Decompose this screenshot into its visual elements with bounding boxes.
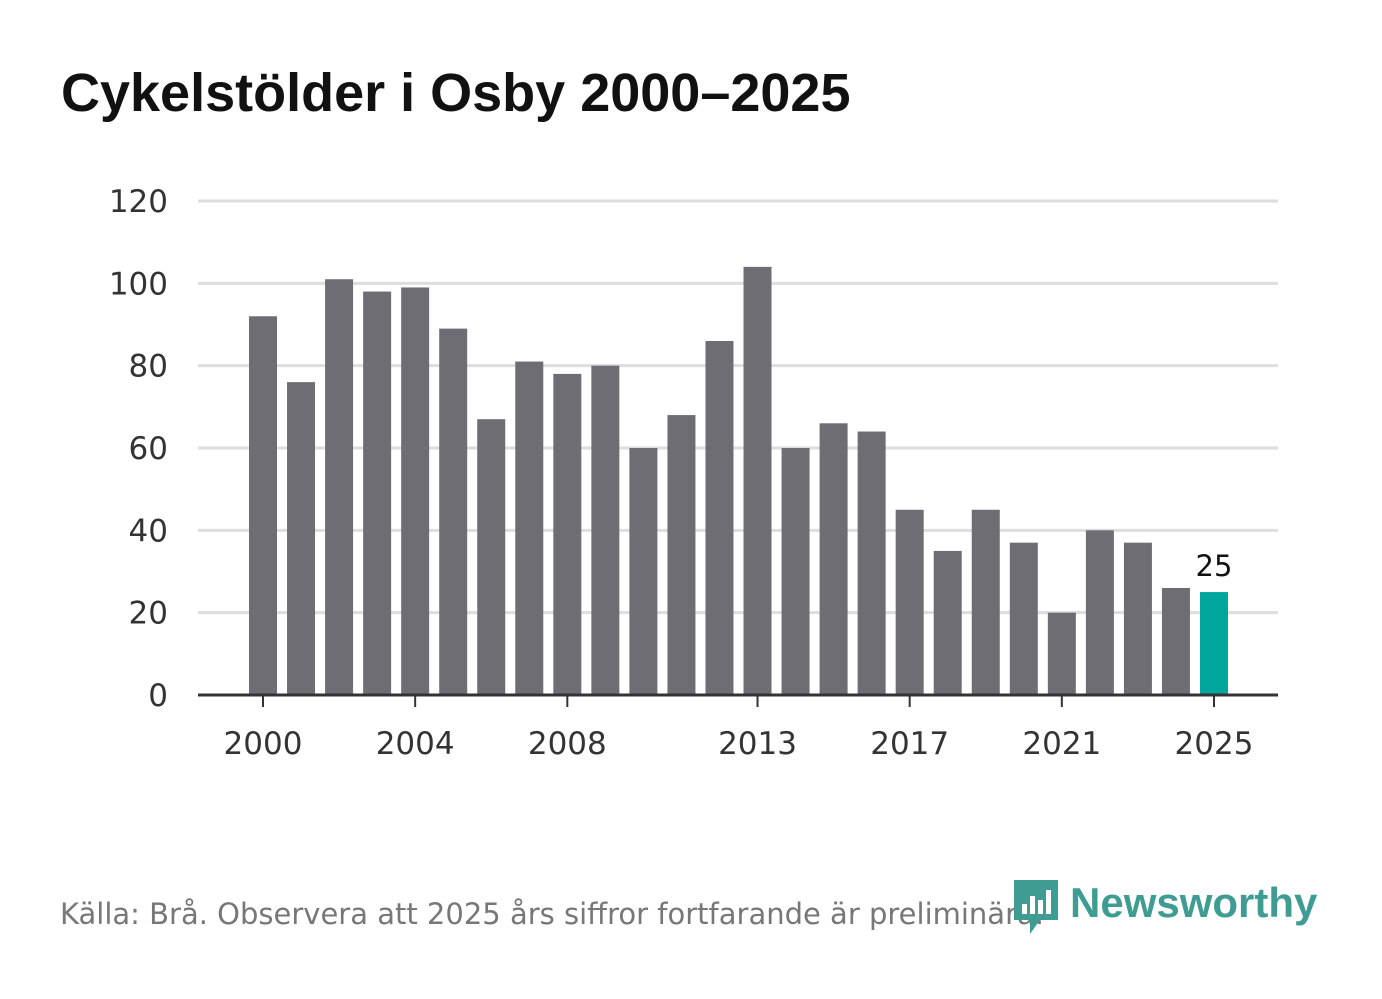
- axes: [198, 693, 1278, 707]
- bar-2017: [895, 509, 924, 695]
- brand-logo: Newsworthy: [1010, 876, 1317, 938]
- bar-2006: [477, 419, 506, 695]
- bar-2022: [1085, 530, 1114, 695]
- y-tick-label: 100: [109, 266, 168, 302]
- bar-2024: [1161, 587, 1190, 695]
- data-label: 25: [1196, 549, 1233, 583]
- bar-2021: [1047, 612, 1076, 695]
- y-tick-label: 80: [129, 349, 168, 385]
- y-tick-label: 120: [109, 184, 168, 220]
- bar-2015: [819, 423, 848, 695]
- bar-2003: [363, 291, 392, 695]
- bar-2001: [287, 382, 316, 695]
- x-tick-label: 2021: [1022, 726, 1101, 762]
- bar-2025: [1200, 592, 1228, 695]
- y-tick-label: 40: [129, 513, 168, 549]
- bar-2010: [629, 448, 658, 695]
- x-tick-label: 2000: [224, 726, 303, 762]
- bar-2020: [1009, 542, 1038, 695]
- x-tick-label: 2004: [376, 726, 455, 762]
- x-tick-label: 2008: [528, 726, 607, 762]
- bar-2004: [401, 287, 430, 695]
- bar-2012: [705, 340, 734, 695]
- bar-2019: [971, 509, 1000, 695]
- bar-2014: [781, 448, 810, 695]
- y-tick-label: 60: [129, 431, 168, 467]
- x-tick-label: 2025: [1175, 726, 1254, 762]
- y-tick-label: 20: [129, 596, 168, 632]
- bar-2011: [667, 415, 696, 695]
- y-tick-label: 0: [148, 678, 168, 714]
- bar-2005: [439, 328, 468, 695]
- x-tick-label: 2017: [870, 726, 949, 762]
- bar-2009: [591, 365, 620, 695]
- bar-2002: [325, 279, 354, 695]
- bar-2007: [515, 361, 544, 695]
- bar-2016: [857, 431, 886, 695]
- source-note: Källa: Brå. Observera att 2025 års siffr…: [60, 897, 1044, 931]
- bar-2023: [1123, 542, 1152, 695]
- newsworthy-logo-icon: [1014, 880, 1058, 934]
- bar-2018: [933, 550, 962, 695]
- chart-title: Cykelstölder i Osby 2000–2025: [61, 63, 851, 123]
- x-tick-label: 2013: [718, 726, 797, 762]
- bar-2008: [553, 373, 582, 695]
- bars: [249, 266, 1228, 695]
- bar-2013: [743, 266, 772, 695]
- bar-2000: [249, 316, 277, 695]
- labels: 0 20 40 60 80 100 120 2000 2004 2008 2013 2017 2021 2…: [109, 184, 1254, 762]
- gridlines: [198, 199, 1278, 615]
- brand-name: Newsworthy: [1070, 879, 1318, 926]
